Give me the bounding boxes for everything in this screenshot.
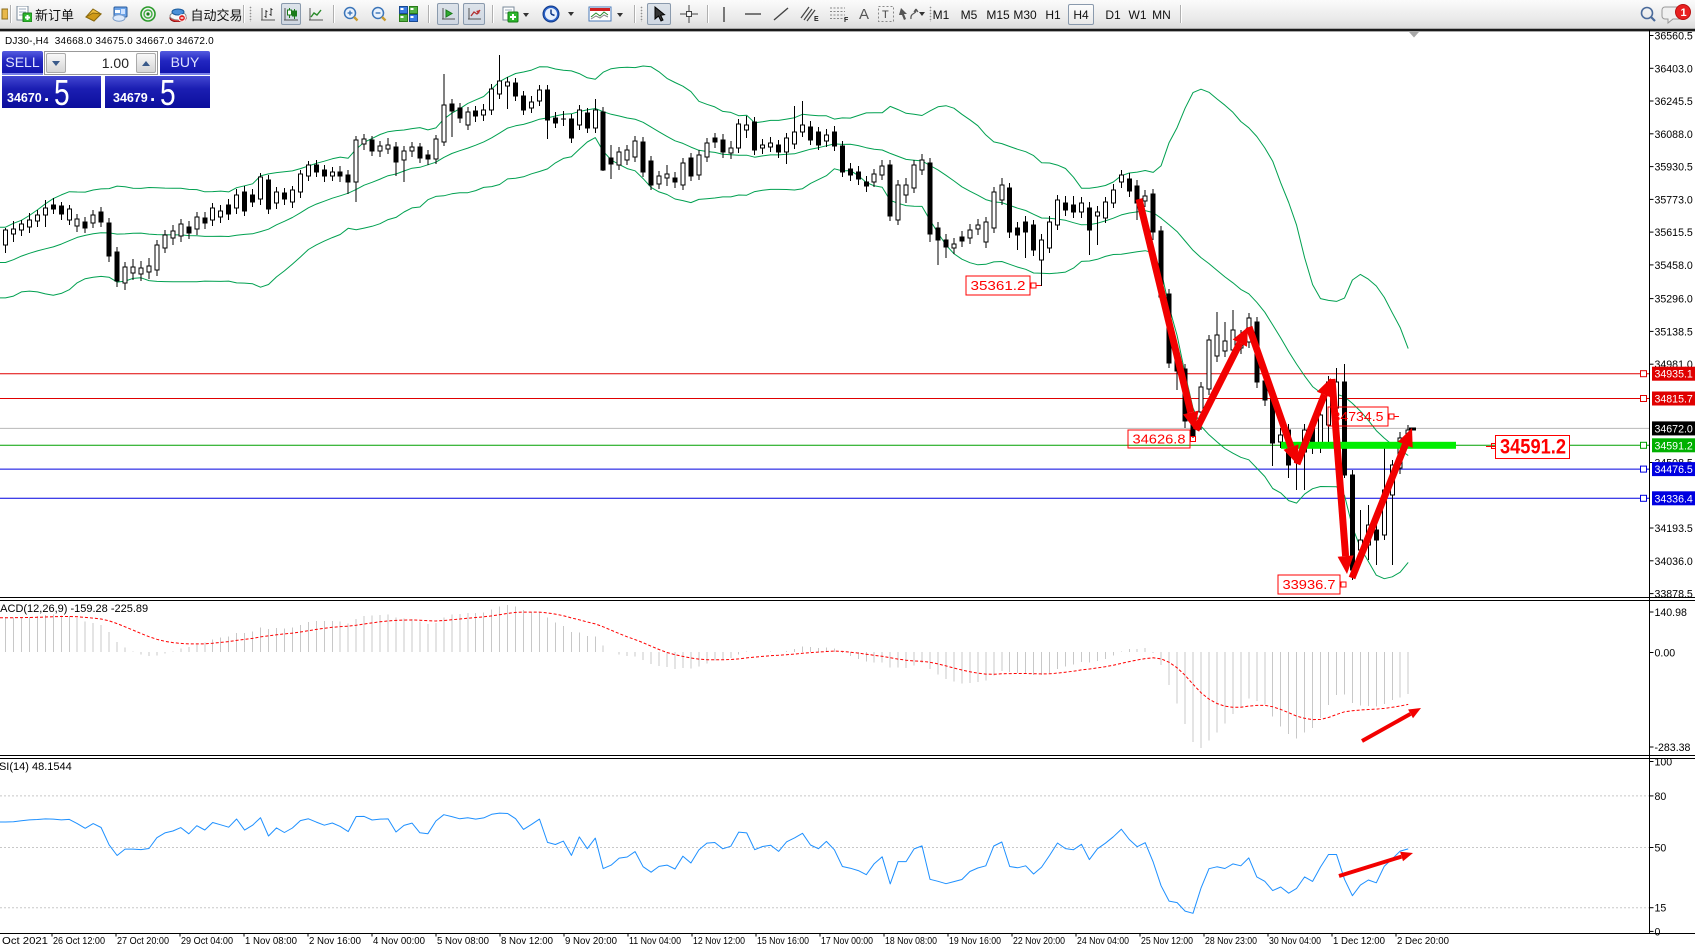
svg-text:2 Dec 20:00: 2 Dec 20:00 bbox=[1397, 935, 1449, 947]
svg-text:24 Nov 04:00: 24 Nov 04:00 bbox=[1077, 935, 1129, 947]
svg-text:17 Nov 00:00: 17 Nov 00:00 bbox=[821, 935, 873, 947]
svg-text:1 Dec 12:00: 1 Dec 12:00 bbox=[1333, 935, 1385, 947]
svg-text:36403.0: 36403.0 bbox=[1655, 63, 1693, 75]
svg-text:15: 15 bbox=[1655, 903, 1667, 915]
svg-text:RSI(14) 48.1544: RSI(14) 48.1544 bbox=[0, 761, 72, 773]
svg-text:0: 0 bbox=[1655, 926, 1661, 938]
svg-text:4 Nov 00:00: 4 Nov 00:00 bbox=[373, 935, 425, 947]
svg-text:0.00: 0.00 bbox=[1655, 648, 1676, 660]
svg-text:35458.0: 35458.0 bbox=[1655, 260, 1693, 272]
svg-text:Oct 2021: Oct 2021 bbox=[2, 935, 48, 947]
svg-text:MACD(12,26,9) -159.28 -225.89: MACD(12,26,9) -159.28 -225.89 bbox=[0, 603, 148, 615]
svg-text:50: 50 bbox=[1655, 843, 1667, 855]
svg-text:11 Nov 04:00: 11 Nov 04:00 bbox=[629, 935, 681, 947]
svg-text:35361.2: 35361.2 bbox=[971, 278, 1026, 293]
svg-text:34591.2: 34591.2 bbox=[1500, 436, 1566, 459]
svg-text:35138.5: 35138.5 bbox=[1655, 326, 1693, 338]
svg-text:140.98: 140.98 bbox=[1655, 607, 1688, 619]
svg-text:T: T bbox=[882, 9, 889, 21]
svg-text:34036.0: 34036.0 bbox=[1655, 556, 1693, 568]
svg-text:27 Oct 20:00: 27 Oct 20:00 bbox=[117, 935, 169, 947]
svg-text:35773.0: 35773.0 bbox=[1655, 194, 1693, 206]
svg-text:28 Nov 23:00: 28 Nov 23:00 bbox=[1205, 935, 1257, 947]
svg-text:34734.5: 34734.5 bbox=[1333, 409, 1384, 424]
svg-text:33878.5: 33878.5 bbox=[1655, 589, 1693, 601]
svg-text:80: 80 bbox=[1655, 791, 1667, 803]
svg-text:35930.5: 35930.5 bbox=[1655, 162, 1693, 174]
svg-text:-283.38: -283.38 bbox=[1655, 742, 1691, 754]
svg-text:25 Nov 12:00: 25 Nov 12:00 bbox=[1141, 935, 1193, 947]
svg-text:22 Nov 20:00: 22 Nov 20:00 bbox=[1013, 935, 1065, 947]
svg-text:30 Nov 04:00: 30 Nov 04:00 bbox=[1269, 935, 1321, 947]
svg-text:1 Nov 08:00: 1 Nov 08:00 bbox=[245, 935, 297, 947]
svg-text:34626.8: 34626.8 bbox=[1133, 432, 1186, 447]
svg-text:2 Nov 16:00: 2 Nov 16:00 bbox=[309, 935, 361, 947]
svg-text:34935.1: 34935.1 bbox=[1655, 369, 1693, 381]
svg-text:34193.5: 34193.5 bbox=[1655, 523, 1693, 535]
svg-text:34672.0: 34672.0 bbox=[1655, 423, 1693, 435]
svg-text:34336.4: 34336.4 bbox=[1655, 493, 1693, 505]
svg-text:5 Nov 08:00: 5 Nov 08:00 bbox=[437, 935, 489, 947]
svg-text:19 Nov 16:00: 19 Nov 16:00 bbox=[949, 935, 1001, 947]
svg-text:34815.7: 34815.7 bbox=[1655, 394, 1693, 406]
svg-text:15 Nov 16:00: 15 Nov 16:00 bbox=[757, 935, 809, 947]
svg-text:36088.0: 36088.0 bbox=[1655, 129, 1693, 141]
svg-text:29 Oct 04:00: 29 Oct 04:00 bbox=[181, 935, 233, 947]
svg-text:1: 1 bbox=[1681, 7, 1687, 19]
svg-text:34476.5: 34476.5 bbox=[1655, 464, 1693, 476]
svg-text:26 Oct 12:00: 26 Oct 12:00 bbox=[53, 935, 105, 947]
svg-text:9 Nov 20:00: 9 Nov 20:00 bbox=[565, 935, 617, 947]
svg-text:35615.5: 35615.5 bbox=[1655, 227, 1693, 239]
svg-text:35296.0: 35296.0 bbox=[1655, 294, 1693, 306]
svg-text:33936.7: 33936.7 bbox=[1283, 577, 1336, 592]
svg-text:8 Nov 12:00: 8 Nov 12:00 bbox=[501, 935, 553, 947]
svg-text:18 Nov 08:00: 18 Nov 08:00 bbox=[885, 935, 937, 947]
svg-text:F: F bbox=[844, 17, 849, 23]
svg-text:100: 100 bbox=[1655, 757, 1673, 769]
svg-text:E: E bbox=[814, 16, 819, 23]
svg-text:36560.5: 36560.5 bbox=[1655, 31, 1693, 43]
svg-text:34591.2: 34591.2 bbox=[1655, 440, 1693, 452]
svg-text:12 Nov 12:00: 12 Nov 12:00 bbox=[693, 935, 745, 947]
svg-text:36245.5: 36245.5 bbox=[1655, 96, 1693, 108]
